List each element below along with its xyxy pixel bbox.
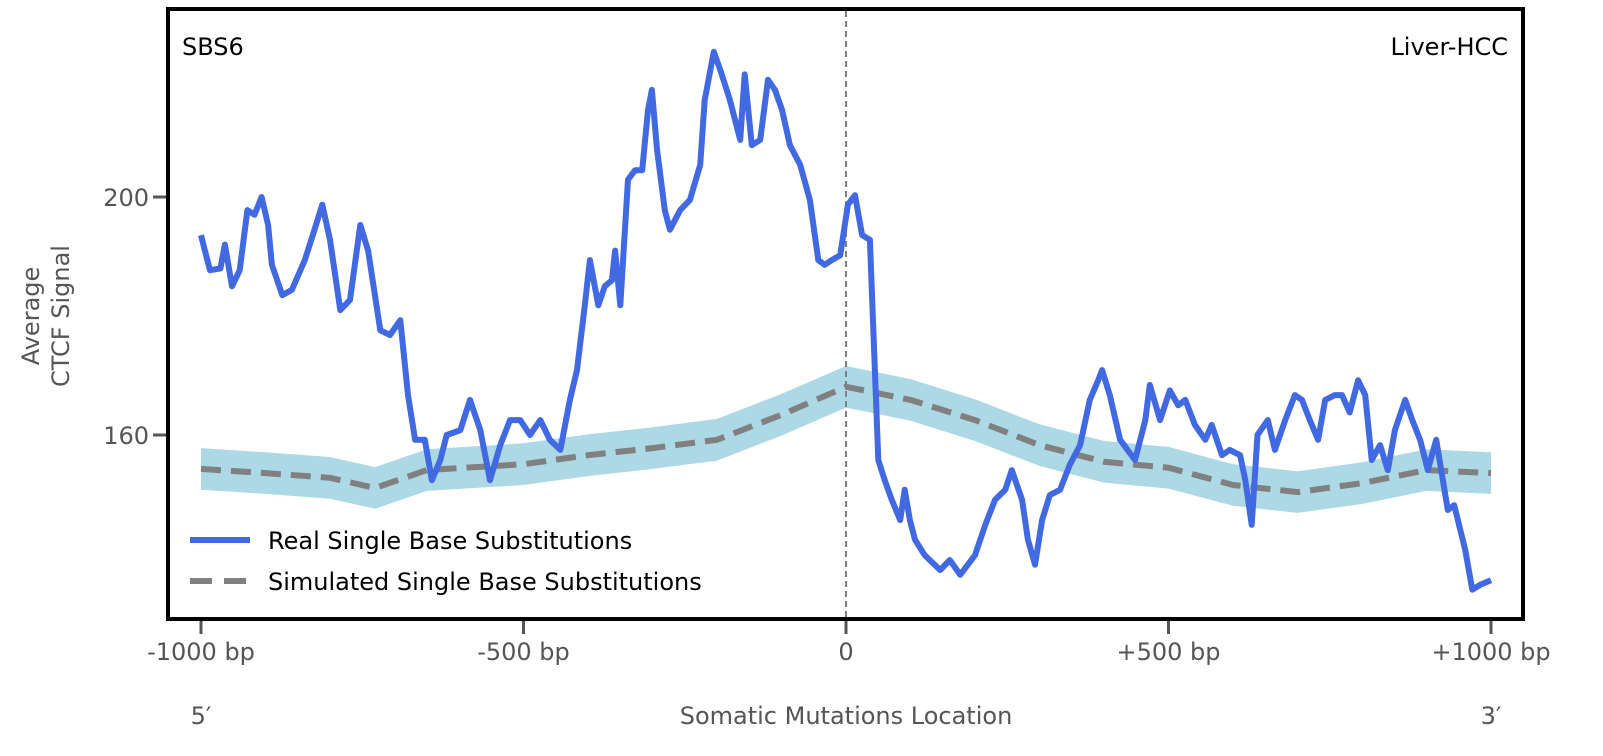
five-prime-label: 5′ <box>191 702 212 730</box>
y-tick-label: 160 <box>103 422 149 450</box>
legend-item-simulated: Simulated Single Base Substitutions <box>190 568 702 596</box>
three-prime-label: 3′ <box>1481 702 1502 730</box>
y-tick-label: 200 <box>103 184 149 212</box>
plot-frame <box>166 7 1525 621</box>
corner-label-right: Liver-HCC <box>1390 33 1508 61</box>
legend-label-simulated: Simulated Single Base Substitutions <box>268 568 702 596</box>
x-tick-label: -500 bp <box>477 638 570 666</box>
y-axis: 160 200 <box>103 184 166 450</box>
real-series-line <box>198 48 1493 593</box>
x-axis: -1000 bp -500 bp 0 +500 bp +1000 bp <box>147 621 1551 666</box>
x-tick-label: 0 <box>838 638 853 666</box>
y-axis-title-line-1: Average <box>17 267 45 366</box>
x-tick-label: +1000 bp <box>1431 638 1550 666</box>
legend-label-real: Real Single Base Substitutions <box>268 527 632 555</box>
y-axis-title-line-2: CTCF Signal <box>47 245 75 387</box>
legend: Real Single Base Substitutions Simulated… <box>190 527 702 596</box>
x-tick-label: +500 bp <box>1116 638 1220 666</box>
simulated-confidence-band <box>201 366 1491 513</box>
plot-area <box>198 11 1493 617</box>
x-tick-label: -1000 bp <box>147 638 255 666</box>
legend-item-real: Real Single Base Substitutions <box>190 527 632 555</box>
corner-label-left: SBS6 <box>182 33 244 61</box>
simulated-series-line <box>200 383 1492 496</box>
x-axis-title: Somatic Mutations Location <box>680 702 1013 730</box>
